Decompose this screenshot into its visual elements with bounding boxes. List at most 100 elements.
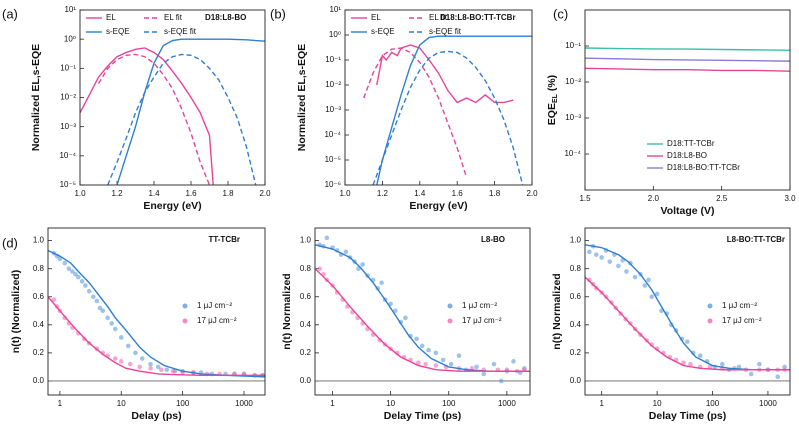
data-point xyxy=(498,378,504,384)
data-point xyxy=(736,364,742,370)
legend-label: 17 μJ cm⁻² xyxy=(722,316,762,325)
series-line xyxy=(48,296,265,377)
y-tick-label: 10⁻⁴ xyxy=(59,151,76,160)
series-line xyxy=(107,53,257,185)
annotation: L8-BO xyxy=(481,235,505,244)
x-tick-label: 1.0 xyxy=(74,189,86,198)
data-point xyxy=(97,305,103,311)
data-point xyxy=(599,255,604,260)
y-tick-label: 0.8 xyxy=(33,264,45,273)
plot-frame xyxy=(314,227,531,396)
panel: 1.5 2.0 2.5 3.0 10⁻⁴ 10⁻³ 10⁻² 10⁻¹ Voltage (V) E… xyxy=(546,6,796,216)
x-axis-label: Energy (eV) xyxy=(143,200,201,212)
data-point xyxy=(62,315,68,321)
series-line xyxy=(585,57,790,62)
y-axis-label: n(t) (Normalized) xyxy=(10,270,22,353)
data-point xyxy=(649,294,655,300)
data-point xyxy=(317,266,322,271)
y-axis-label-text: Normalized EL,s-EQE xyxy=(296,44,308,151)
data-point xyxy=(416,360,421,366)
data-point xyxy=(440,357,446,363)
data-point xyxy=(433,350,439,356)
x-axis-label: Delay (ps) xyxy=(131,410,181,422)
data-point xyxy=(491,361,497,367)
x-tick-label: 1.2 xyxy=(111,189,123,198)
y-tick-label: 10⁻¹ xyxy=(60,63,76,72)
data-point xyxy=(66,266,72,271)
x-tick-label: 1.2 xyxy=(377,189,389,198)
legend-marker xyxy=(707,303,713,309)
x-tick-label: 1.5 xyxy=(579,194,591,203)
x-tick-label: 3.0 xyxy=(784,194,796,203)
panel: 1 10 100 1000 0.0 0.2 0.4 0.6 0.8 1.0 Delay (ps) n(… xyxy=(2,227,266,422)
data-point xyxy=(118,335,124,340)
data-point xyxy=(113,326,118,332)
y-tick-label: 0.2 xyxy=(300,348,312,357)
legend-label: 17 μJ cm⁻² xyxy=(462,316,502,325)
y-tick-label: 0.2 xyxy=(33,348,45,357)
data-point xyxy=(511,359,516,364)
data-point xyxy=(377,337,383,343)
legend-label: s-EQE xyxy=(106,27,130,36)
legend-label: s-EQE xyxy=(371,27,395,36)
plot-frame xyxy=(47,227,266,396)
x-axis-label: Voltage (V) xyxy=(660,205,714,217)
data-point xyxy=(90,294,96,300)
y-tick-label: 10⁻⁴ xyxy=(564,149,581,158)
plot-frame xyxy=(584,9,791,191)
x-tick-label: 100 xyxy=(176,399,190,408)
y-axis-label-text: n(t) (Normalized) xyxy=(10,270,22,353)
legend-label: s-EQE fit xyxy=(429,27,462,36)
x-tick-label: 1.6 xyxy=(452,189,464,198)
legend-label: EL xyxy=(106,13,116,22)
data-point xyxy=(83,283,88,288)
data-point xyxy=(79,279,85,284)
legend-marker xyxy=(447,318,453,324)
data-point xyxy=(159,367,164,373)
plot-area xyxy=(48,249,265,378)
x-tick-label: 1.4 xyxy=(148,189,160,198)
data-point xyxy=(73,272,78,277)
y-tick-label: 0.0 xyxy=(570,376,582,385)
y-tick-label: 10⁰ xyxy=(64,34,76,43)
y-tick-label: 0.0 xyxy=(33,376,45,385)
data-point xyxy=(448,361,454,367)
legend-marker xyxy=(182,318,188,324)
x-axis-label: Delay Time (ps) xyxy=(649,410,726,422)
series-line xyxy=(585,244,790,371)
data-point xyxy=(697,353,703,359)
data-point xyxy=(748,371,754,377)
panel: 1 10 100 1000 0.0 0.2 0.4 0.6 0.8 1.0 Delay Time (… xyxy=(281,227,531,422)
y-axis-label: n(t) Normalized xyxy=(281,273,293,349)
legend-label: EL fit xyxy=(164,13,183,22)
y-tick-label: 10⁻⁵ xyxy=(325,155,341,164)
y-tick-label: 0.8 xyxy=(570,264,582,273)
y-tick-label: 10¹ xyxy=(329,5,341,14)
x-tick-label: 2.0 xyxy=(648,194,660,203)
y-tick-label: 0.4 xyxy=(570,320,582,329)
data-point xyxy=(155,364,161,370)
data-point xyxy=(118,359,124,364)
y-tick-label: 0.0 xyxy=(300,376,312,385)
data-point xyxy=(757,361,762,367)
x-tick-label: 1000 xyxy=(759,399,777,408)
series-line xyxy=(376,35,532,185)
x-tick-label: 1.8 xyxy=(489,189,501,198)
annotation: L8-BO:TT-TCBr xyxy=(727,235,785,244)
x-tick-label: 2.0 xyxy=(259,189,271,198)
data-point xyxy=(456,353,462,359)
data-point xyxy=(719,361,725,367)
y-tick-label: 10⁻² xyxy=(60,93,76,102)
data-point xyxy=(70,269,75,274)
data-point xyxy=(481,371,487,377)
legend-label: 17 μJ cm⁻² xyxy=(197,316,237,325)
y-tick-label: 10⁻¹ xyxy=(325,55,341,64)
data-point xyxy=(775,374,781,380)
y-tick-label: 1.0 xyxy=(300,236,312,245)
data-point xyxy=(164,367,169,373)
plot-frame xyxy=(344,9,533,186)
panel: 1.0 1.2 1.4 1.6 1.8 2.0 10⁻⁶ 10⁻⁵ 10⁻⁴ 10⁻³ 10⁻² 10… xyxy=(270,5,538,212)
data-point xyxy=(100,308,106,314)
y-tick-label: 10⁻¹ xyxy=(565,41,581,50)
legend-marker xyxy=(707,318,713,324)
